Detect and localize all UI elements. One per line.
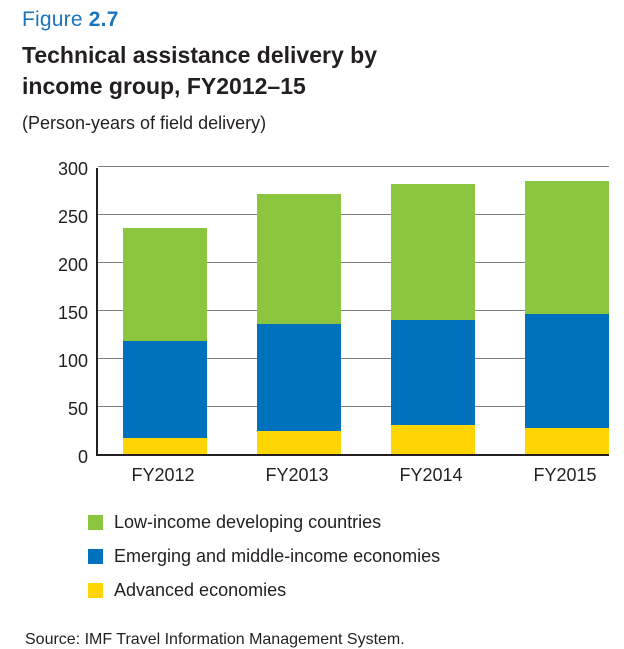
bar-FY2014 xyxy=(391,184,475,454)
bar-segment xyxy=(257,324,341,431)
plot-row: 0 50 100 150 200 250 300 xyxy=(22,159,616,467)
bar-FY2012 xyxy=(123,228,207,454)
bar-segment xyxy=(391,319,475,426)
y-tick-label-50: 50 xyxy=(67,399,88,419)
y-tick-label-250: 250 xyxy=(57,207,88,227)
legend-swatch-green xyxy=(88,515,103,530)
legend: Low-income developing countries Emerging … xyxy=(88,512,624,601)
x-tick-label-FY2014: FY2014 xyxy=(399,465,463,485)
bar-FY2013 xyxy=(257,193,341,454)
bar-segment xyxy=(525,313,609,429)
gridline-100 xyxy=(98,358,609,359)
y-tick-label-100: 100 xyxy=(57,351,88,371)
bar-segment xyxy=(391,425,475,454)
figure-label: Figure 2.7 xyxy=(22,8,624,32)
bar-segment xyxy=(257,193,341,325)
figure-word: Figure xyxy=(22,8,83,31)
gridline-300 xyxy=(98,166,609,167)
legend-label: Emerging and middle-income economies xyxy=(114,546,441,566)
bar-segment xyxy=(257,431,341,454)
bar-segment xyxy=(391,184,475,320)
legend-swatch-blue xyxy=(88,549,103,564)
chart-title-line1: Technical assistance delivery by xyxy=(22,42,377,68)
gridline-200 xyxy=(98,262,609,263)
gridline-50 xyxy=(98,406,609,407)
figure-number: 2.7 xyxy=(88,8,119,31)
legend-swatch-yellow xyxy=(88,583,103,598)
chart-title-line2: income group, FY2012–15 xyxy=(22,73,306,99)
legend-row: Low-income developing countries xyxy=(88,512,624,533)
bar-segment xyxy=(525,428,609,454)
plot-area xyxy=(96,166,609,456)
gridline-250 xyxy=(98,214,609,215)
y-tick-label-150: 150 xyxy=(57,303,88,323)
y-tick-label-200: 200 xyxy=(57,255,88,275)
bar-segment xyxy=(123,340,207,438)
legend-row: Advanced economies xyxy=(88,580,624,601)
legend-label: Low-income developing countries xyxy=(114,512,382,532)
bar-segment xyxy=(123,437,207,454)
x-tick-label-FY2013: FY2013 xyxy=(265,465,329,485)
chart-title: Technical assistance delivery by income … xyxy=(22,40,624,102)
legend-label: Advanced economies xyxy=(114,580,287,600)
bar-segment xyxy=(123,228,207,341)
y-tick-label-0: 0 xyxy=(77,447,88,467)
x-tick-label-FY2015: FY2015 xyxy=(533,465,597,485)
chart-subtitle: (Person-years of field delivery) xyxy=(22,113,267,133)
legend-row: Emerging and middle-income economies xyxy=(88,546,624,567)
x-axis-labels: FY2012 FY2013 FY2014 FY2015 xyxy=(22,458,616,492)
y-tick-label-300: 300 xyxy=(57,159,88,179)
gridline-150 xyxy=(98,310,609,311)
source-note: Source: IMF Travel Information Managemen… xyxy=(25,631,405,648)
bar-segment xyxy=(525,181,609,314)
x-tick-label-FY2012: FY2012 xyxy=(131,465,195,485)
bar-FY2015 xyxy=(525,181,609,454)
stacked-bar-chart: 0 50 100 150 200 250 300 FY2012 FY2013 FY2014 FY2… xyxy=(22,159,616,492)
